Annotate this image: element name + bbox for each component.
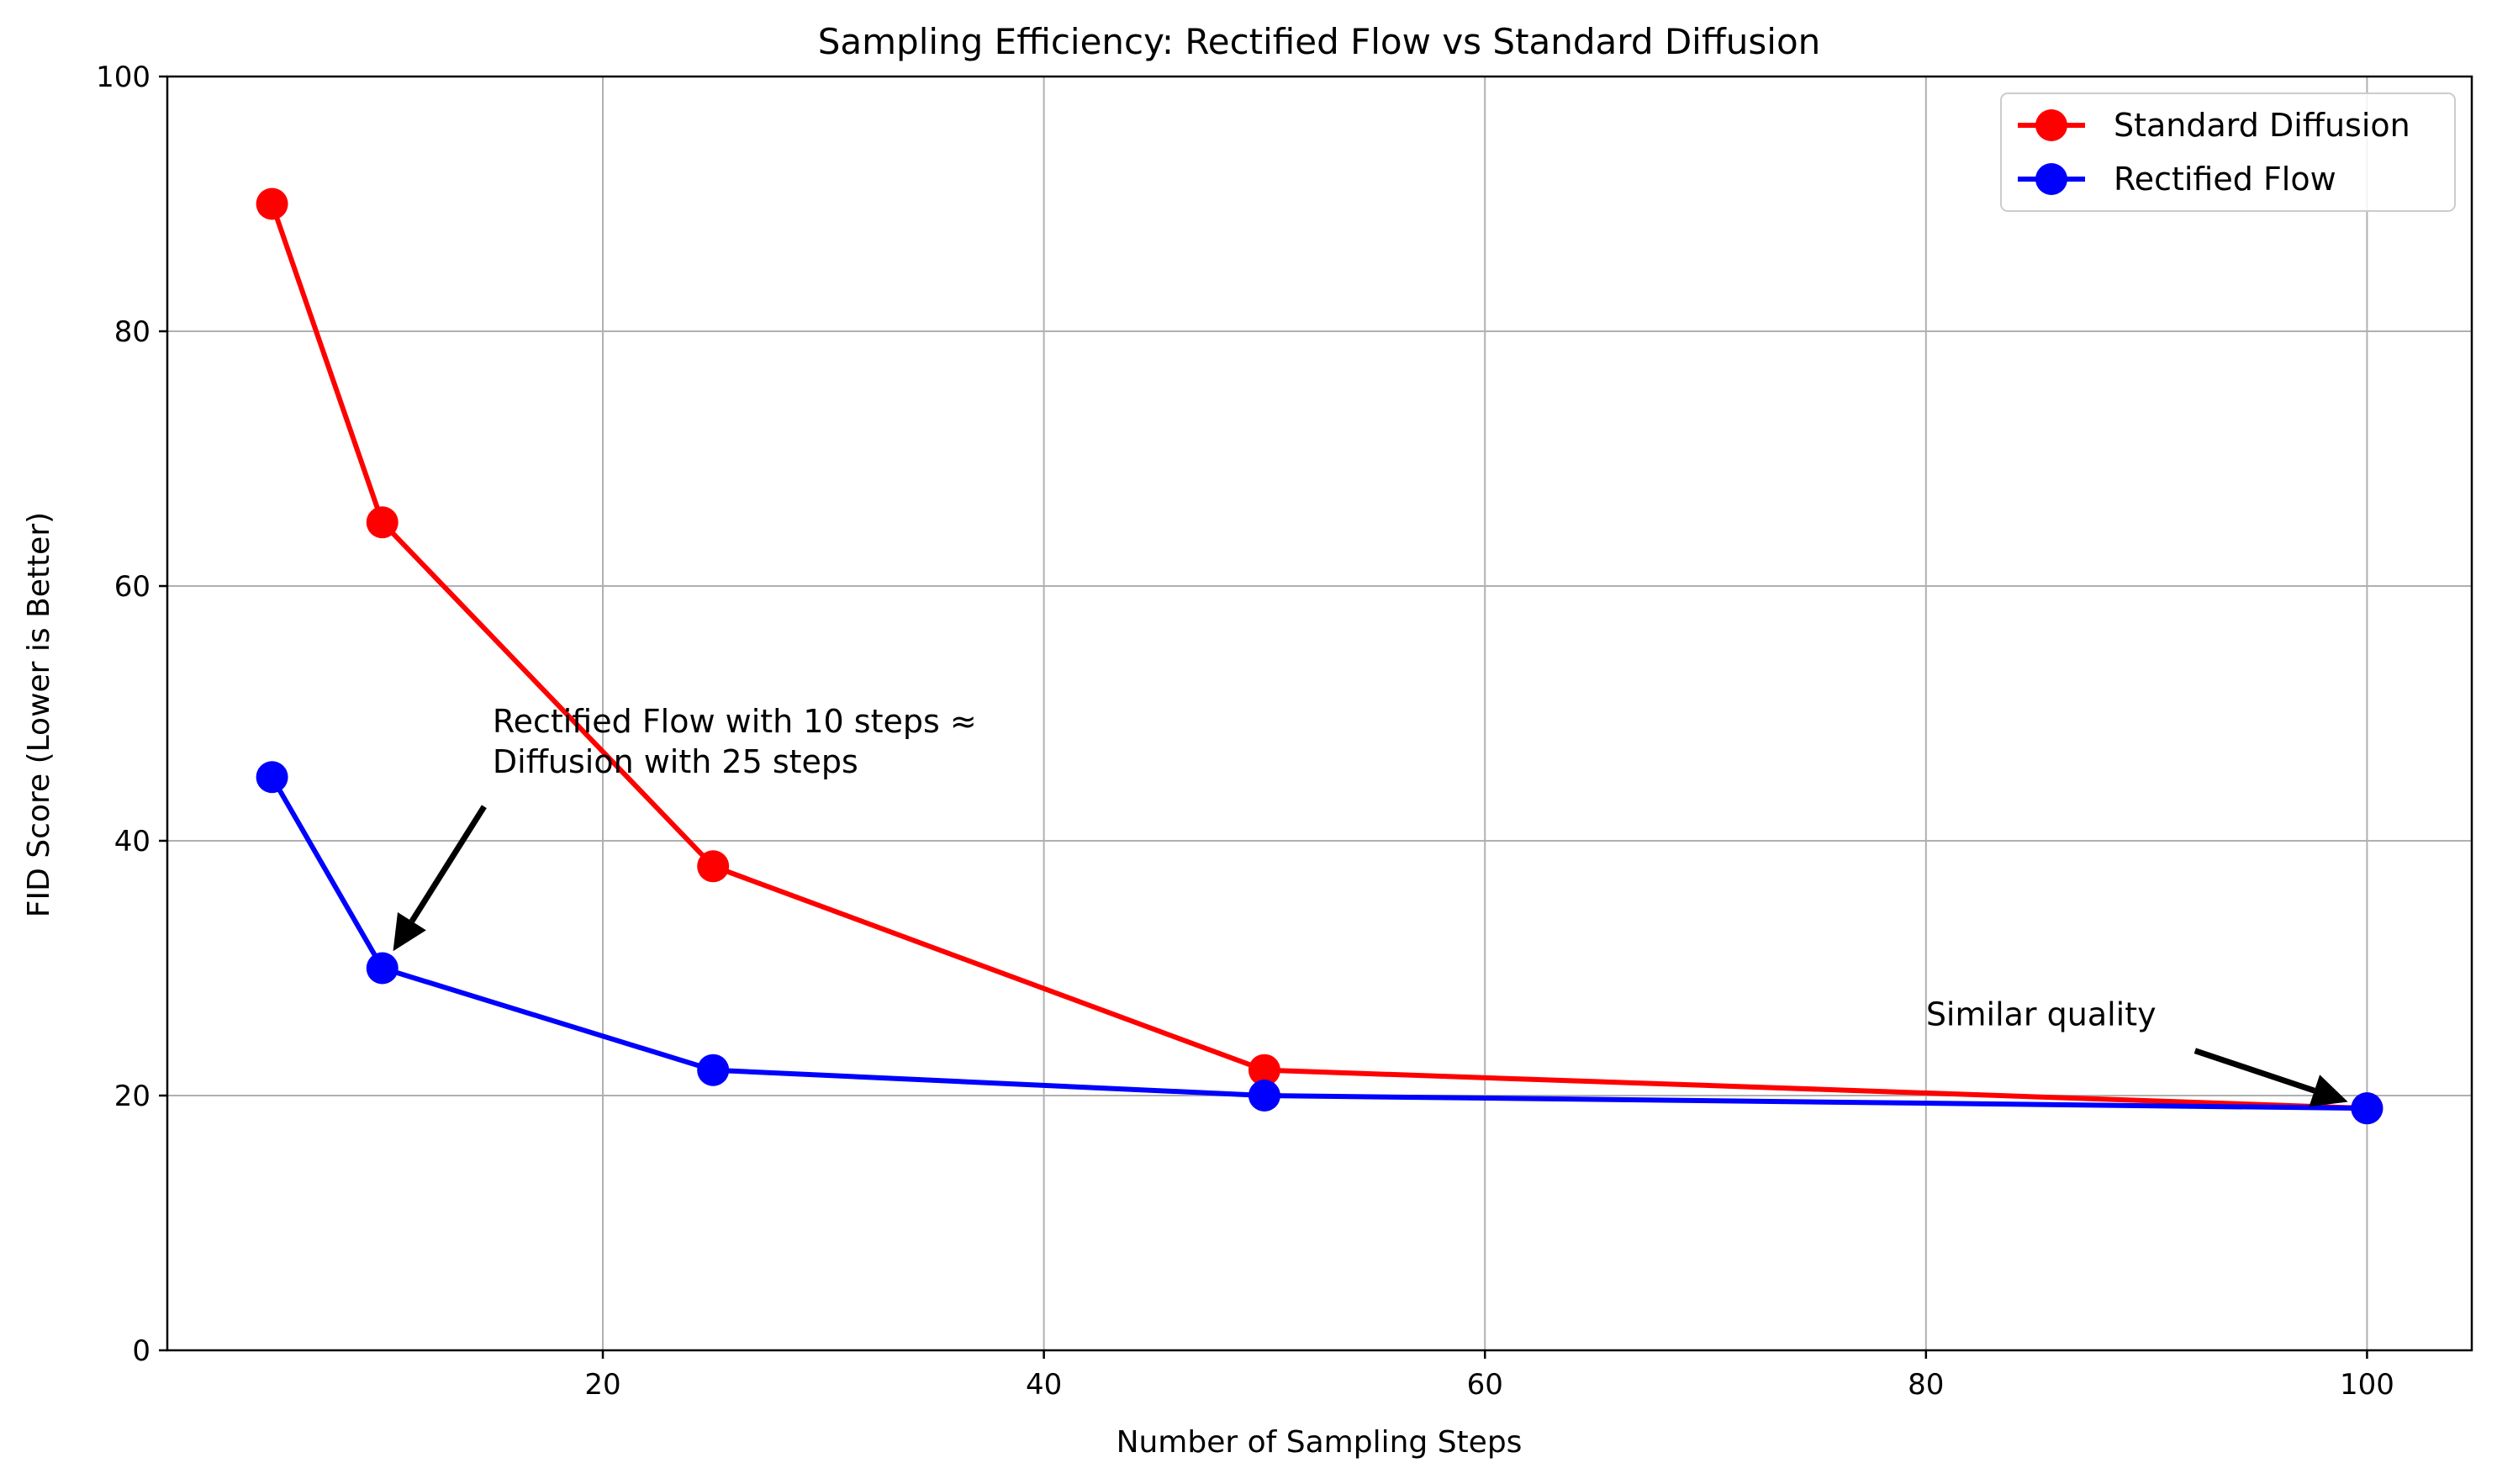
series-line <box>269 203 2368 1112</box>
x-tick-label: 40 <box>1026 1368 1062 1402</box>
legend-label: Rectified Flow <box>2114 161 2336 198</box>
data-point <box>256 761 288 794</box>
legend-label: Standard Diffusion <box>2114 107 2410 144</box>
legend-box <box>2000 92 2456 212</box>
annotation-2: Similar quality <box>1926 996 2348 1107</box>
x-tick-label: 100 <box>2340 1368 2394 1402</box>
annotation-1: Rectified Flow with 10 steps ≈ Diffusion … <box>393 703 977 952</box>
annotations: Rectified Flow with 10 steps ≈ Diffusion … <box>393 703 2348 1107</box>
ticks: 20 40 60 80 100 0 20 40 60 80 100 <box>96 61 2394 1402</box>
series-rectified-flow <box>256 761 2384 1125</box>
series-layer <box>256 187 2384 1125</box>
annotation-text: Similar quality <box>1926 996 2156 1033</box>
series-line <box>269 775 2368 1112</box>
annotation-arrow-head <box>2309 1075 2348 1107</box>
data-point <box>1248 1054 1280 1086</box>
annotation-text: Rectified Flow with 10 steps ≈ Diffusion … <box>493 703 977 780</box>
annotation-line: Rectified Flow with 10 steps ≈ <box>493 703 977 740</box>
x-tick-label: 20 <box>584 1368 620 1402</box>
chart-title: Sampling Efficiency: Rectified Flow vs S… <box>818 21 1821 62</box>
series-standard-diffusion <box>256 187 2384 1125</box>
data-point <box>366 952 399 985</box>
y-tick-label: 20 <box>114 1080 150 1113</box>
x-tick-label: 60 <box>1467 1368 1503 1402</box>
legend-item: Standard Diffusion <box>2018 107 2410 144</box>
annotation-arrow-shaft <box>409 805 487 923</box>
y-tick-label: 60 <box>114 570 150 604</box>
legend-swatch-marker <box>2035 109 2067 141</box>
annotation-line: Diffusion with 25 steps <box>493 743 858 780</box>
annotation-arrow-shaft <box>2193 1048 2315 1094</box>
data-point <box>697 1054 730 1086</box>
data-point <box>256 187 288 220</box>
data-point <box>697 850 730 883</box>
annotation-arrow-head <box>393 911 426 952</box>
x-axis-label: Number of Sampling Steps <box>1117 1425 1523 1460</box>
legend-item: Rectified Flow <box>2018 161 2336 198</box>
y-axis-label: FID Score (Lower is Better) <box>22 512 56 917</box>
legend: Standard Diffusion Rectified Flow <box>2000 92 2456 212</box>
legend-swatch-marker <box>2035 163 2067 195</box>
y-tick-label: 80 <box>114 315 150 349</box>
annotation-line: Similar quality <box>1926 996 2156 1033</box>
y-tick-label: 40 <box>114 825 150 858</box>
plot-frame <box>166 75 2473 1352</box>
x-tick-label: 80 <box>1908 1368 1944 1402</box>
data-point <box>1248 1080 1280 1112</box>
y-tick-label: 100 <box>96 61 150 94</box>
data-point <box>2351 1092 2384 1125</box>
data-point <box>366 506 399 539</box>
y-tick-label: 0 <box>132 1334 150 1368</box>
